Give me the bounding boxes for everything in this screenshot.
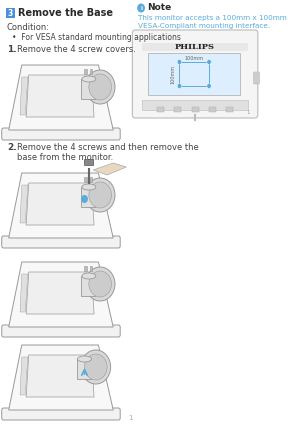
- Text: 100mm: 100mm: [171, 64, 176, 84]
- Bar: [192, 107, 199, 112]
- Ellipse shape: [82, 273, 96, 279]
- Text: This monitor accepts a 100mm x 100mm: This monitor accepts a 100mm x 100mm: [138, 15, 286, 21]
- Bar: [148, 53, 240, 95]
- Bar: [85, 159, 93, 165]
- Bar: [76, 359, 91, 379]
- Ellipse shape: [89, 74, 112, 100]
- Bar: [85, 69, 87, 74]
- Circle shape: [207, 59, 211, 64]
- Ellipse shape: [82, 184, 96, 190]
- Ellipse shape: [77, 356, 92, 362]
- Ellipse shape: [82, 76, 96, 82]
- Bar: [174, 107, 181, 112]
- Ellipse shape: [85, 70, 115, 104]
- FancyBboxPatch shape: [132, 30, 258, 118]
- Ellipse shape: [85, 267, 115, 301]
- Bar: [90, 177, 92, 182]
- Text: Remove the 4 screws and then remove the: Remove the 4 screws and then remove the: [17, 143, 199, 153]
- Text: PHILIPS: PHILIPS: [175, 43, 215, 51]
- Text: 2.: 2.: [7, 143, 16, 153]
- Text: Condition:: Condition:: [7, 23, 50, 33]
- Polygon shape: [20, 274, 28, 312]
- Polygon shape: [9, 262, 113, 327]
- Ellipse shape: [89, 271, 112, 297]
- Text: Remove the Base: Remove the Base: [18, 8, 113, 19]
- Bar: [142, 43, 248, 51]
- Bar: [179, 62, 209, 86]
- Polygon shape: [20, 77, 28, 115]
- Bar: [85, 177, 87, 182]
- FancyBboxPatch shape: [2, 408, 120, 420]
- Text: 1: 1: [247, 111, 250, 115]
- Polygon shape: [26, 355, 94, 397]
- Bar: [81, 187, 95, 207]
- Polygon shape: [9, 65, 113, 130]
- Text: Note: Note: [147, 3, 171, 12]
- Circle shape: [177, 84, 182, 89]
- Text: Remove the 4 screw covers.: Remove the 4 screw covers.: [17, 45, 136, 53]
- FancyBboxPatch shape: [254, 72, 260, 84]
- Text: •  For VESA standard mounting applications: • For VESA standard mounting application…: [12, 33, 181, 42]
- Text: 1: 1: [128, 415, 133, 421]
- Bar: [209, 107, 216, 112]
- Polygon shape: [20, 185, 28, 223]
- Bar: [85, 266, 87, 271]
- Bar: [90, 266, 92, 271]
- Text: 3: 3: [8, 9, 13, 18]
- Polygon shape: [9, 345, 113, 410]
- Text: VESA-Compliant mounting interface.: VESA-Compliant mounting interface.: [138, 23, 270, 29]
- Bar: [226, 107, 233, 112]
- Text: 100mm: 100mm: [185, 56, 204, 61]
- Circle shape: [207, 84, 211, 89]
- Bar: [90, 69, 92, 74]
- Polygon shape: [26, 183, 94, 225]
- FancyBboxPatch shape: [2, 325, 120, 337]
- Bar: [81, 276, 95, 296]
- Circle shape: [81, 195, 88, 203]
- FancyBboxPatch shape: [2, 236, 120, 248]
- Polygon shape: [20, 357, 28, 395]
- Text: 1.: 1.: [7, 45, 16, 53]
- Polygon shape: [26, 272, 94, 314]
- Bar: [157, 107, 164, 112]
- Ellipse shape: [81, 350, 111, 384]
- Ellipse shape: [85, 354, 107, 380]
- Circle shape: [177, 59, 182, 64]
- Text: i: i: [140, 6, 142, 11]
- Polygon shape: [93, 163, 126, 175]
- Bar: [142, 100, 248, 110]
- Polygon shape: [26, 75, 94, 117]
- Ellipse shape: [85, 178, 115, 212]
- Circle shape: [137, 3, 145, 12]
- FancyBboxPatch shape: [6, 8, 15, 18]
- Ellipse shape: [89, 182, 112, 208]
- Polygon shape: [9, 173, 113, 238]
- Bar: [81, 79, 95, 99]
- Text: base from the monitor.: base from the monitor.: [17, 153, 114, 162]
- FancyBboxPatch shape: [2, 128, 120, 140]
